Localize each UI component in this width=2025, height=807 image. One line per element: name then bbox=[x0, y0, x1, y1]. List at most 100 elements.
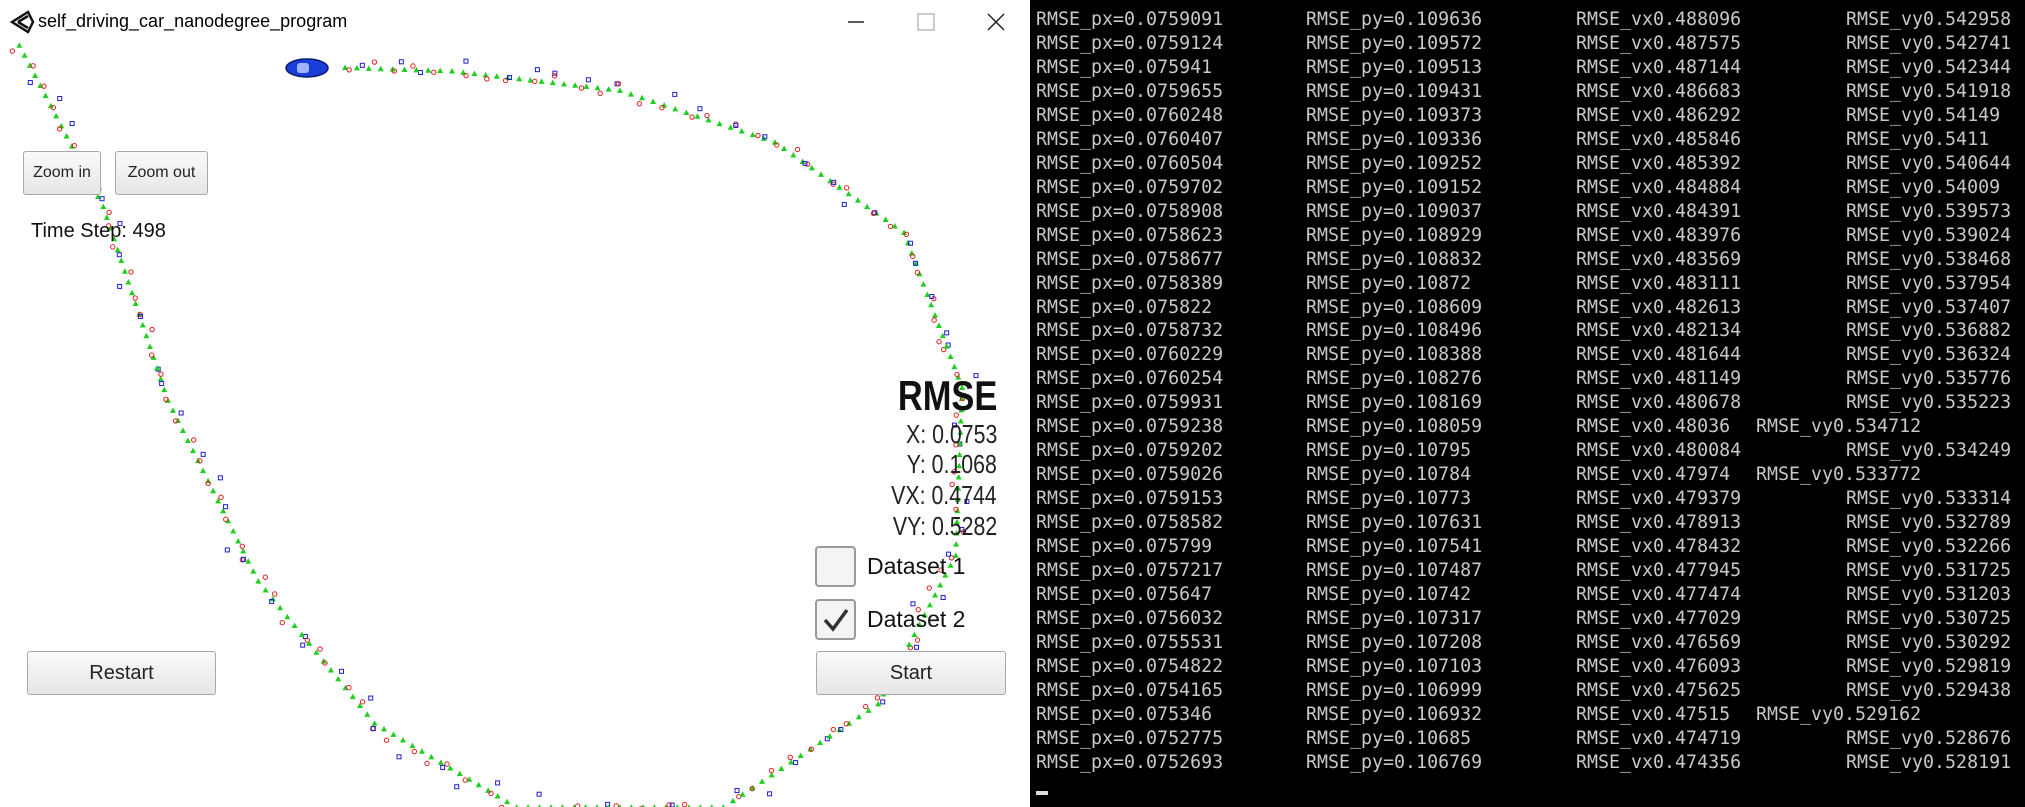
restart-button[interactable]: Restart bbox=[27, 651, 216, 695]
ground-truth-marker bbox=[854, 197, 861, 203]
ground-truth-marker bbox=[143, 332, 150, 339]
ground-truth-marker bbox=[200, 467, 207, 474]
ground-truth-marker bbox=[190, 447, 197, 454]
lidar-marker bbox=[953, 412, 959, 418]
lidar-marker bbox=[959, 395, 966, 402]
lidar-marker bbox=[681, 801, 688, 807]
lidar-marker bbox=[613, 803, 619, 807]
dataset-checkbox[interactable] bbox=[815, 546, 856, 587]
terminal-text: RMSE_vx0.475625 bbox=[1576, 679, 1742, 701]
ground-truth-marker bbox=[572, 82, 579, 88]
radar-marker bbox=[418, 70, 424, 76]
ground-truth-marker bbox=[240, 548, 247, 554]
lidar-marker bbox=[794, 146, 801, 153]
start-button[interactable]: Start bbox=[816, 651, 1006, 695]
ground-truth-marker bbox=[482, 71, 489, 78]
ground-truth-marker bbox=[955, 485, 962, 491]
terminal-text: RMSE_py=0.109152 bbox=[1306, 176, 1483, 198]
terminal-text: RMSE_vx0.487575 bbox=[1576, 32, 1742, 54]
lidar-marker bbox=[223, 516, 229, 523]
ground-truth-marker bbox=[504, 798, 511, 805]
terminal-text: RMSE_px=0.0752775 bbox=[1036, 727, 1224, 749]
ground-truth-marker bbox=[107, 225, 114, 231]
lidar-marker bbox=[71, 142, 78, 149]
radar-marker bbox=[368, 695, 374, 701]
ground-truth-marker bbox=[817, 739, 824, 746]
ground-truth-marker bbox=[924, 291, 931, 297]
radar-marker bbox=[223, 504, 229, 510]
ground-truth-marker bbox=[364, 711, 371, 717]
ground-truth-marker bbox=[947, 562, 954, 568]
terminal-text: RMSE_py=0.106769 bbox=[1306, 751, 1483, 773]
radar-marker bbox=[762, 134, 768, 140]
lidar-marker bbox=[371, 59, 378, 65]
ground-truth-marker bbox=[154, 365, 161, 371]
lidar-marker bbox=[949, 481, 955, 488]
close[interactable] bbox=[987, 13, 1005, 31]
dataset-checkbox[interactable] bbox=[815, 599, 856, 640]
radar-marker bbox=[552, 70, 558, 76]
radar-marker bbox=[116, 252, 122, 258]
ground-truth-marker bbox=[650, 98, 657, 104]
rmse-vy: VY: 0.5282 bbox=[892, 511, 997, 541]
lidar-marker bbox=[936, 339, 942, 345]
terminal-text: RMSE_vy0.541918 bbox=[1846, 80, 2012, 102]
ground-truth-marker bbox=[627, 91, 634, 97]
ground-truth-marker bbox=[836, 184, 843, 190]
ground-truth-marker bbox=[846, 720, 853, 726]
terminal-text: RMSE_px=0.0758582 bbox=[1036, 512, 1224, 534]
ground-truth-marker bbox=[538, 78, 545, 84]
radar-marker bbox=[913, 260, 919, 266]
lidar-marker bbox=[41, 83, 47, 89]
ground-truth-marker bbox=[616, 87, 623, 93]
ground-truth-marker bbox=[161, 386, 168, 393]
ground-truth-marker bbox=[826, 733, 833, 739]
terminal-text: RMSE_py=0.10685 bbox=[1306, 727, 1472, 749]
ground-truth-marker bbox=[449, 68, 456, 74]
ground-truth-marker bbox=[882, 216, 889, 223]
radar-marker bbox=[398, 59, 404, 65]
ground-truth-marker bbox=[935, 322, 942, 328]
terminal-text: RMSE_vy0.54149 bbox=[1846, 104, 2001, 126]
terminal-text: RMSE_vx0.488096 bbox=[1576, 9, 1742, 30]
terminal-text: RMSE_py=0.109336 bbox=[1306, 128, 1483, 150]
zoom-in-button[interactable]: Zoom in bbox=[23, 151, 101, 195]
terminal-text: RMSE_vx0.480084 bbox=[1576, 440, 1742, 462]
lidar-marker bbox=[410, 63, 416, 69]
terminal-text: RMSE_px=0.0758732 bbox=[1036, 320, 1224, 342]
terminal-text: RMSE_py=0.107317 bbox=[1306, 608, 1483, 629]
ground-truth-marker bbox=[958, 406, 965, 413]
ground-truth-marker bbox=[53, 112, 60, 119]
radar-marker bbox=[944, 330, 950, 336]
terminal-text: RMSE_px=0.0759202 bbox=[1036, 440, 1224, 462]
ground-truth-marker bbox=[179, 427, 186, 433]
ground-truth-marker bbox=[139, 322, 146, 328]
lidar-marker bbox=[391, 68, 397, 74]
ground-truth-marker bbox=[220, 507, 227, 514]
lidar-marker bbox=[808, 746, 814, 752]
terminal-text: RMSE_vy0.535223 bbox=[1846, 392, 2012, 414]
ground-truth-marker bbox=[864, 203, 871, 210]
radar-marker bbox=[241, 556, 247, 562]
ground-truth-marker bbox=[904, 239, 911, 246]
radar-marker bbox=[733, 122, 739, 128]
ground-truth-marker bbox=[836, 726, 843, 733]
maximize[interactable] bbox=[917, 13, 935, 31]
lidar-marker bbox=[914, 637, 921, 643]
ground-truth-marker bbox=[210, 487, 217, 494]
lidar-marker bbox=[575, 803, 581, 807]
ground-truth-marker bbox=[749, 784, 756, 791]
zoom-out-button[interactable]: Zoom out bbox=[115, 151, 208, 195]
radar-marker bbox=[536, 791, 542, 797]
terminal-text: RMSE_vy0.530725 bbox=[1846, 608, 2012, 629]
rmse-y: Y: 0.1068 bbox=[906, 449, 997, 479]
ground-truth-marker bbox=[687, 804, 691, 807]
ground-truth-marker bbox=[306, 640, 313, 646]
lidar-marker bbox=[30, 63, 36, 69]
ground-truth-marker bbox=[957, 429, 964, 435]
lidar-marker bbox=[359, 699, 366, 705]
lidar-marker bbox=[190, 437, 197, 443]
ground-truth-marker bbox=[269, 595, 276, 602]
terminal-text: RMSE_py=0.106932 bbox=[1306, 703, 1483, 725]
ground-truth-marker bbox=[953, 541, 960, 547]
